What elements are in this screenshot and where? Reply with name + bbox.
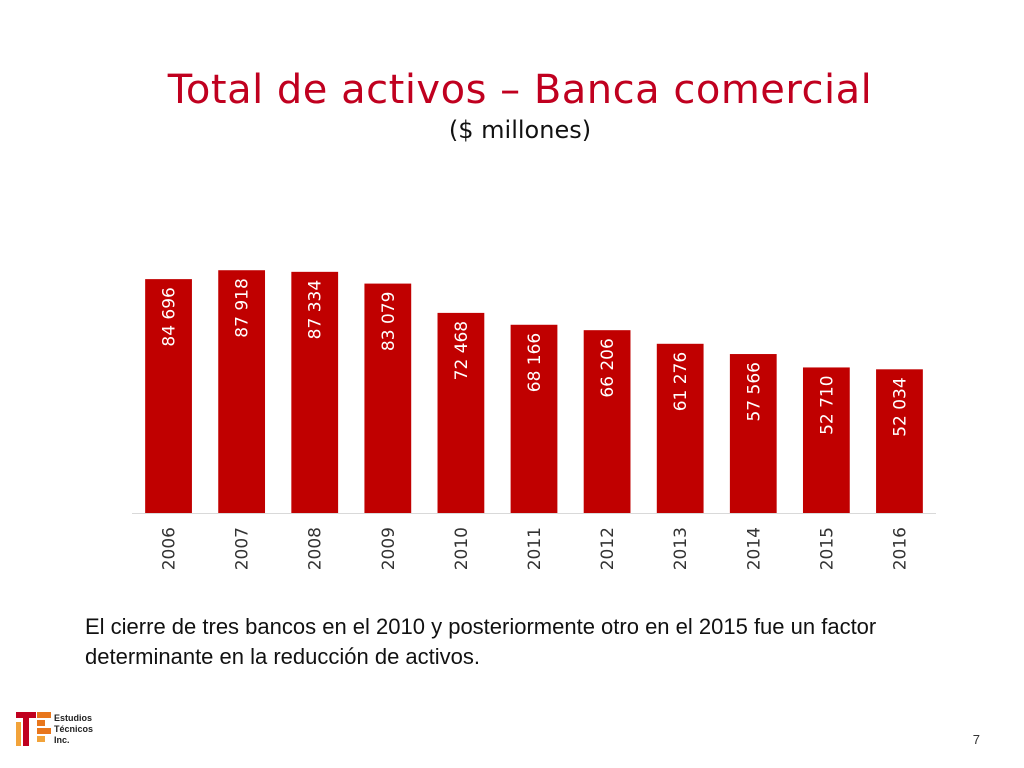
data-label-2008: 87 334 [306, 280, 326, 339]
logo-mark-icon [16, 712, 51, 746]
data-label-2014: 57 566 [744, 362, 764, 421]
data-label-2007: 87 918 [233, 278, 253, 337]
x-tick-label-2011: 2011 [525, 527, 545, 570]
x-tick-label-2014: 2014 [744, 527, 764, 570]
x-tick-label-2013: 2013 [671, 527, 691, 570]
page-number: 7 [972, 732, 980, 747]
x-tick-label-2016: 2016 [890, 527, 910, 570]
bar-2013 [656, 343, 704, 513]
data-label-2011: 68 166 [525, 333, 545, 392]
data-label-2006: 84 696 [160, 287, 180, 346]
bar-2006 [145, 279, 192, 513]
data-label-2010: 72 468 [452, 321, 472, 380]
data-label-2015: 52 710 [817, 375, 837, 434]
x-tick-label-2007: 2007 [233, 527, 253, 570]
data-label-2016: 52 034 [890, 377, 910, 436]
bar-2010 [437, 312, 485, 513]
slide-title: Total de activos – Banca comercial [167, 67, 873, 113]
bar-2009 [364, 283, 412, 513]
data-label-2009: 83 079 [379, 292, 399, 351]
bar-2008 [291, 271, 339, 513]
data-label-2013: 61 276 [671, 352, 691, 411]
bar-2015 [802, 367, 850, 513]
bar-2014 [729, 354, 777, 513]
bar-2007 [218, 270, 266, 513]
logo-text: Estudios Técnicos Inc. [54, 713, 94, 745]
company-logo: Estudios Técnicos Inc. [16, 712, 116, 752]
bar-2012 [583, 330, 631, 513]
x-tick-label-2006: 2006 [160, 527, 180, 570]
x-tick-label-2012: 2012 [598, 527, 618, 570]
bar-2016 [876, 369, 923, 513]
x-tick-label-2015: 2015 [817, 527, 837, 570]
caption-text: El cierre de tres bancos en el 2010 y po… [85, 614, 877, 669]
x-tick-label-2009: 2009 [379, 527, 399, 570]
slide-subtitle: ($ millones) [448, 116, 592, 144]
x-tick-label-2008: 2008 [306, 527, 326, 570]
bar-2011 [510, 324, 558, 513]
x-tick-label-2010: 2010 [452, 527, 472, 570]
data-label-2012: 66 206 [598, 338, 618, 397]
